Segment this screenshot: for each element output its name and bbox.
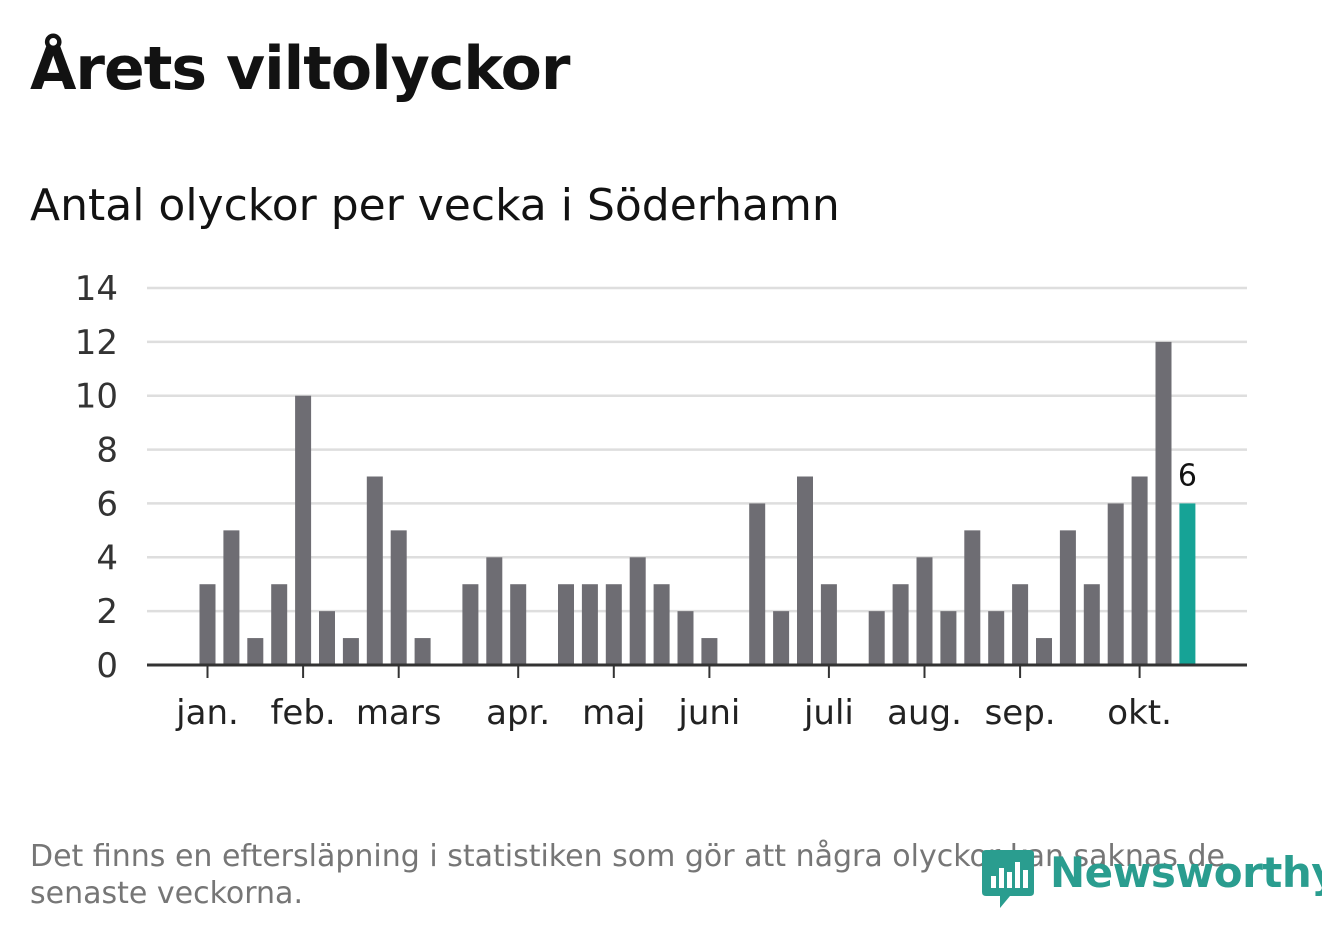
bar bbox=[868, 611, 885, 665]
bar-chart: 0 2 4 6 8 10 12 14 jan. feb. mars apr. maj juni juli a… bbox=[75, 269, 1247, 733]
bar bbox=[797, 476, 813, 665]
bar bbox=[1131, 476, 1148, 665]
bar bbox=[414, 638, 431, 665]
x-tick-label: feb. bbox=[270, 693, 335, 733]
data-labels: 6 bbox=[1178, 458, 1197, 493]
y-tick-label: 4 bbox=[96, 538, 118, 578]
y-tick-label: 14 bbox=[75, 269, 118, 309]
bar bbox=[295, 395, 312, 665]
bar bbox=[1059, 530, 1076, 665]
x-axis-ticks: jan. feb. mars apr. maj juni juli aug. sep. okt. bbox=[175, 665, 1172, 733]
bar bbox=[319, 611, 335, 665]
bar bbox=[653, 584, 670, 665]
bar bbox=[916, 557, 933, 665]
bar bbox=[1155, 341, 1172, 665]
bar bbox=[605, 584, 622, 665]
bar bbox=[988, 611, 1005, 665]
bar bbox=[510, 584, 527, 665]
x-tick-label: aug. bbox=[887, 693, 962, 733]
bar bbox=[486, 557, 503, 665]
bar bbox=[677, 611, 694, 665]
bar bbox=[940, 611, 957, 665]
bar bbox=[964, 530, 981, 665]
bar bbox=[366, 476, 383, 665]
x-tick-label: mars bbox=[356, 693, 442, 733]
bar bbox=[462, 584, 479, 665]
bar bbox=[629, 557, 646, 665]
y-tick-label: 8 bbox=[96, 431, 118, 471]
bar bbox=[701, 638, 718, 665]
x-tick-label: apr. bbox=[486, 693, 550, 733]
bar bbox=[342, 638, 359, 665]
x-tick-label: jan. bbox=[175, 693, 239, 733]
bar bbox=[558, 584, 574, 665]
bar-highlight bbox=[1179, 503, 1196, 665]
bar bbox=[773, 611, 790, 665]
y-tick-label: 10 bbox=[75, 377, 118, 417]
y-axis-ticks: 0 2 4 6 8 10 12 14 bbox=[75, 269, 118, 686]
bar bbox=[247, 638, 264, 665]
data-label-last-week: 6 bbox=[1178, 458, 1197, 493]
bar bbox=[749, 503, 766, 665]
x-tick-label: sep. bbox=[985, 693, 1056, 733]
bar bbox=[390, 530, 407, 665]
chart-title: Årets viltolyckor bbox=[30, 34, 570, 104]
bar bbox=[581, 584, 598, 665]
chart-subtitle: Antal olyckor per vecka i Söderhamn bbox=[30, 180, 840, 231]
bar bbox=[223, 530, 240, 665]
bar bbox=[1036, 638, 1052, 665]
x-tick-label: juli bbox=[803, 693, 854, 733]
bar bbox=[1012, 584, 1029, 665]
x-tick-label: juni bbox=[677, 693, 740, 733]
bars bbox=[199, 341, 1196, 665]
gridlines bbox=[147, 286, 1247, 613]
x-tick-label: maj bbox=[582, 693, 645, 733]
y-tick-label: 2 bbox=[96, 592, 118, 632]
bar bbox=[1107, 503, 1124, 665]
y-tick-label: 0 bbox=[96, 646, 118, 686]
newsworthy-logo: Newsworthy bbox=[980, 846, 1322, 912]
bar bbox=[892, 584, 909, 665]
chart-bubble-icon bbox=[982, 850, 1034, 908]
y-tick-label: 12 bbox=[75, 323, 118, 363]
x-tick-label: okt. bbox=[1107, 693, 1172, 733]
bar bbox=[820, 584, 837, 665]
bar bbox=[271, 584, 288, 665]
logo-text: Newsworthy bbox=[1050, 848, 1322, 897]
y-tick-label: 6 bbox=[96, 484, 118, 524]
bar bbox=[199, 584, 216, 665]
bar bbox=[1083, 584, 1100, 665]
